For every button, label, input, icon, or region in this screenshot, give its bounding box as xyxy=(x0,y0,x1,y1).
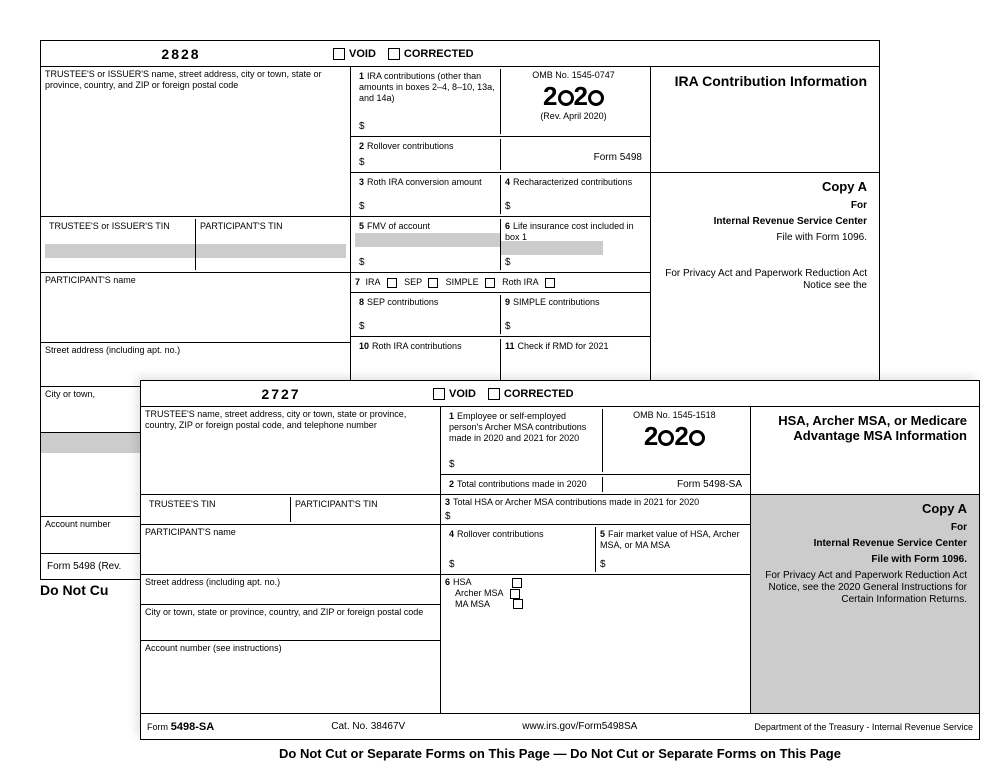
omb-label: OMB No. 1545-0747 xyxy=(505,71,642,81)
tax-year: 22 xyxy=(505,81,642,112)
trustee-tin-label: TRUSTEE'S or ISSUER'S TIN xyxy=(49,221,170,231)
corrected-checkbox-2[interactable] xyxy=(488,388,500,400)
box2-label-2: Total contributions made in 2020 xyxy=(457,479,587,489)
form2-title: HSA, Archer MSA, or Medicare Advantage M… xyxy=(755,409,975,447)
archer-checkbox[interactable] xyxy=(510,589,520,599)
box1-label-2: Employee or self-employed person's Arche… xyxy=(449,411,586,443)
box6-label: Life insurance cost included in box 1 xyxy=(505,221,634,242)
box10-label: Roth IRA contributions xyxy=(372,341,462,351)
form2-code: 2727 xyxy=(141,386,421,402)
omb-2: OMB No. 1545-1518 xyxy=(607,411,742,421)
rothira-checkbox[interactable] xyxy=(545,278,555,288)
form2-nocut: Do Not Cut or Separate Forms on This Pag… xyxy=(140,742,980,761)
trustee-label-2: TRUSTEE'S name, street address, city or … xyxy=(145,409,406,430)
ira-checkbox[interactable] xyxy=(387,278,397,288)
form1-title: IRA Contribution Information xyxy=(655,69,875,93)
form2-header: 2727 VOID CORRECTED xyxy=(141,381,979,407)
box2-label: Rollover contributions xyxy=(367,141,454,151)
copy-a: Copy A xyxy=(655,175,875,198)
box3-label: Roth IRA conversion amount xyxy=(367,177,482,187)
box5-label-2: Fair market value of HSA, Archer MSA, or… xyxy=(600,529,740,550)
account-label: Account number xyxy=(45,519,111,529)
form1-code: 2828 xyxy=(41,46,321,62)
account-2: Account number (see instructions) xyxy=(145,643,282,653)
trustee-tin-2: TRUSTEE'S TIN xyxy=(149,499,216,509)
form2-footer: Form 5498-SA Cat. No. 38467V www.irs.gov… xyxy=(141,713,979,739)
box5-label: FMV of account xyxy=(367,221,430,231)
participant-tin-label: PARTICIPANT'S TIN xyxy=(200,221,283,231)
box11-label: Check if RMD for 2021 xyxy=(518,341,609,351)
hsa-checkbox[interactable] xyxy=(512,578,522,588)
box8-label: SEP contributions xyxy=(367,297,438,307)
form1-nocut: Do Not Cu xyxy=(40,582,108,598)
corrected-checkbox[interactable] xyxy=(388,48,400,60)
city-2: City or town, state or province, country… xyxy=(145,607,423,617)
box1-label: IRA contributions (other than amounts in… xyxy=(359,71,495,103)
address-label: Street address (including apt. no.) xyxy=(45,345,180,355)
tax-year-2: 22 xyxy=(607,421,742,452)
sep-checkbox[interactable] xyxy=(428,278,438,288)
form1-header: 2828 VOID CORRECTED xyxy=(41,41,879,67)
address-2: Street address (including apt. no.) xyxy=(145,577,280,587)
void-checkbox-2[interactable] xyxy=(433,388,445,400)
box9-label: SIMPLE contributions xyxy=(513,297,600,307)
city-label: City or town, xyxy=(45,389,95,399)
trustee-label: TRUSTEE'S or ISSUER'S name, street addre… xyxy=(45,69,322,90)
participant-name-2: PARTICIPANT'S name xyxy=(145,527,236,537)
box4-label-2: Rollover contributions xyxy=(457,529,544,539)
void-checkbox[interactable] xyxy=(333,48,345,60)
participant-tin-2: PARTICIPANT'S TIN xyxy=(295,499,378,509)
box3-label-2: Total HSA or Archer MSA contributions ma… xyxy=(453,497,699,507)
form-5498-sa: 2727 VOID CORRECTED TRUSTEE'S name, stre… xyxy=(140,380,980,740)
ma-msa-checkbox[interactable] xyxy=(513,599,523,609)
box4-label: Recharacterized contributions xyxy=(513,177,632,187)
participant-name-label: PARTICIPANT'S name xyxy=(45,275,136,285)
copy-a-2: Copy A xyxy=(755,497,975,520)
simple-checkbox[interactable] xyxy=(485,278,495,288)
